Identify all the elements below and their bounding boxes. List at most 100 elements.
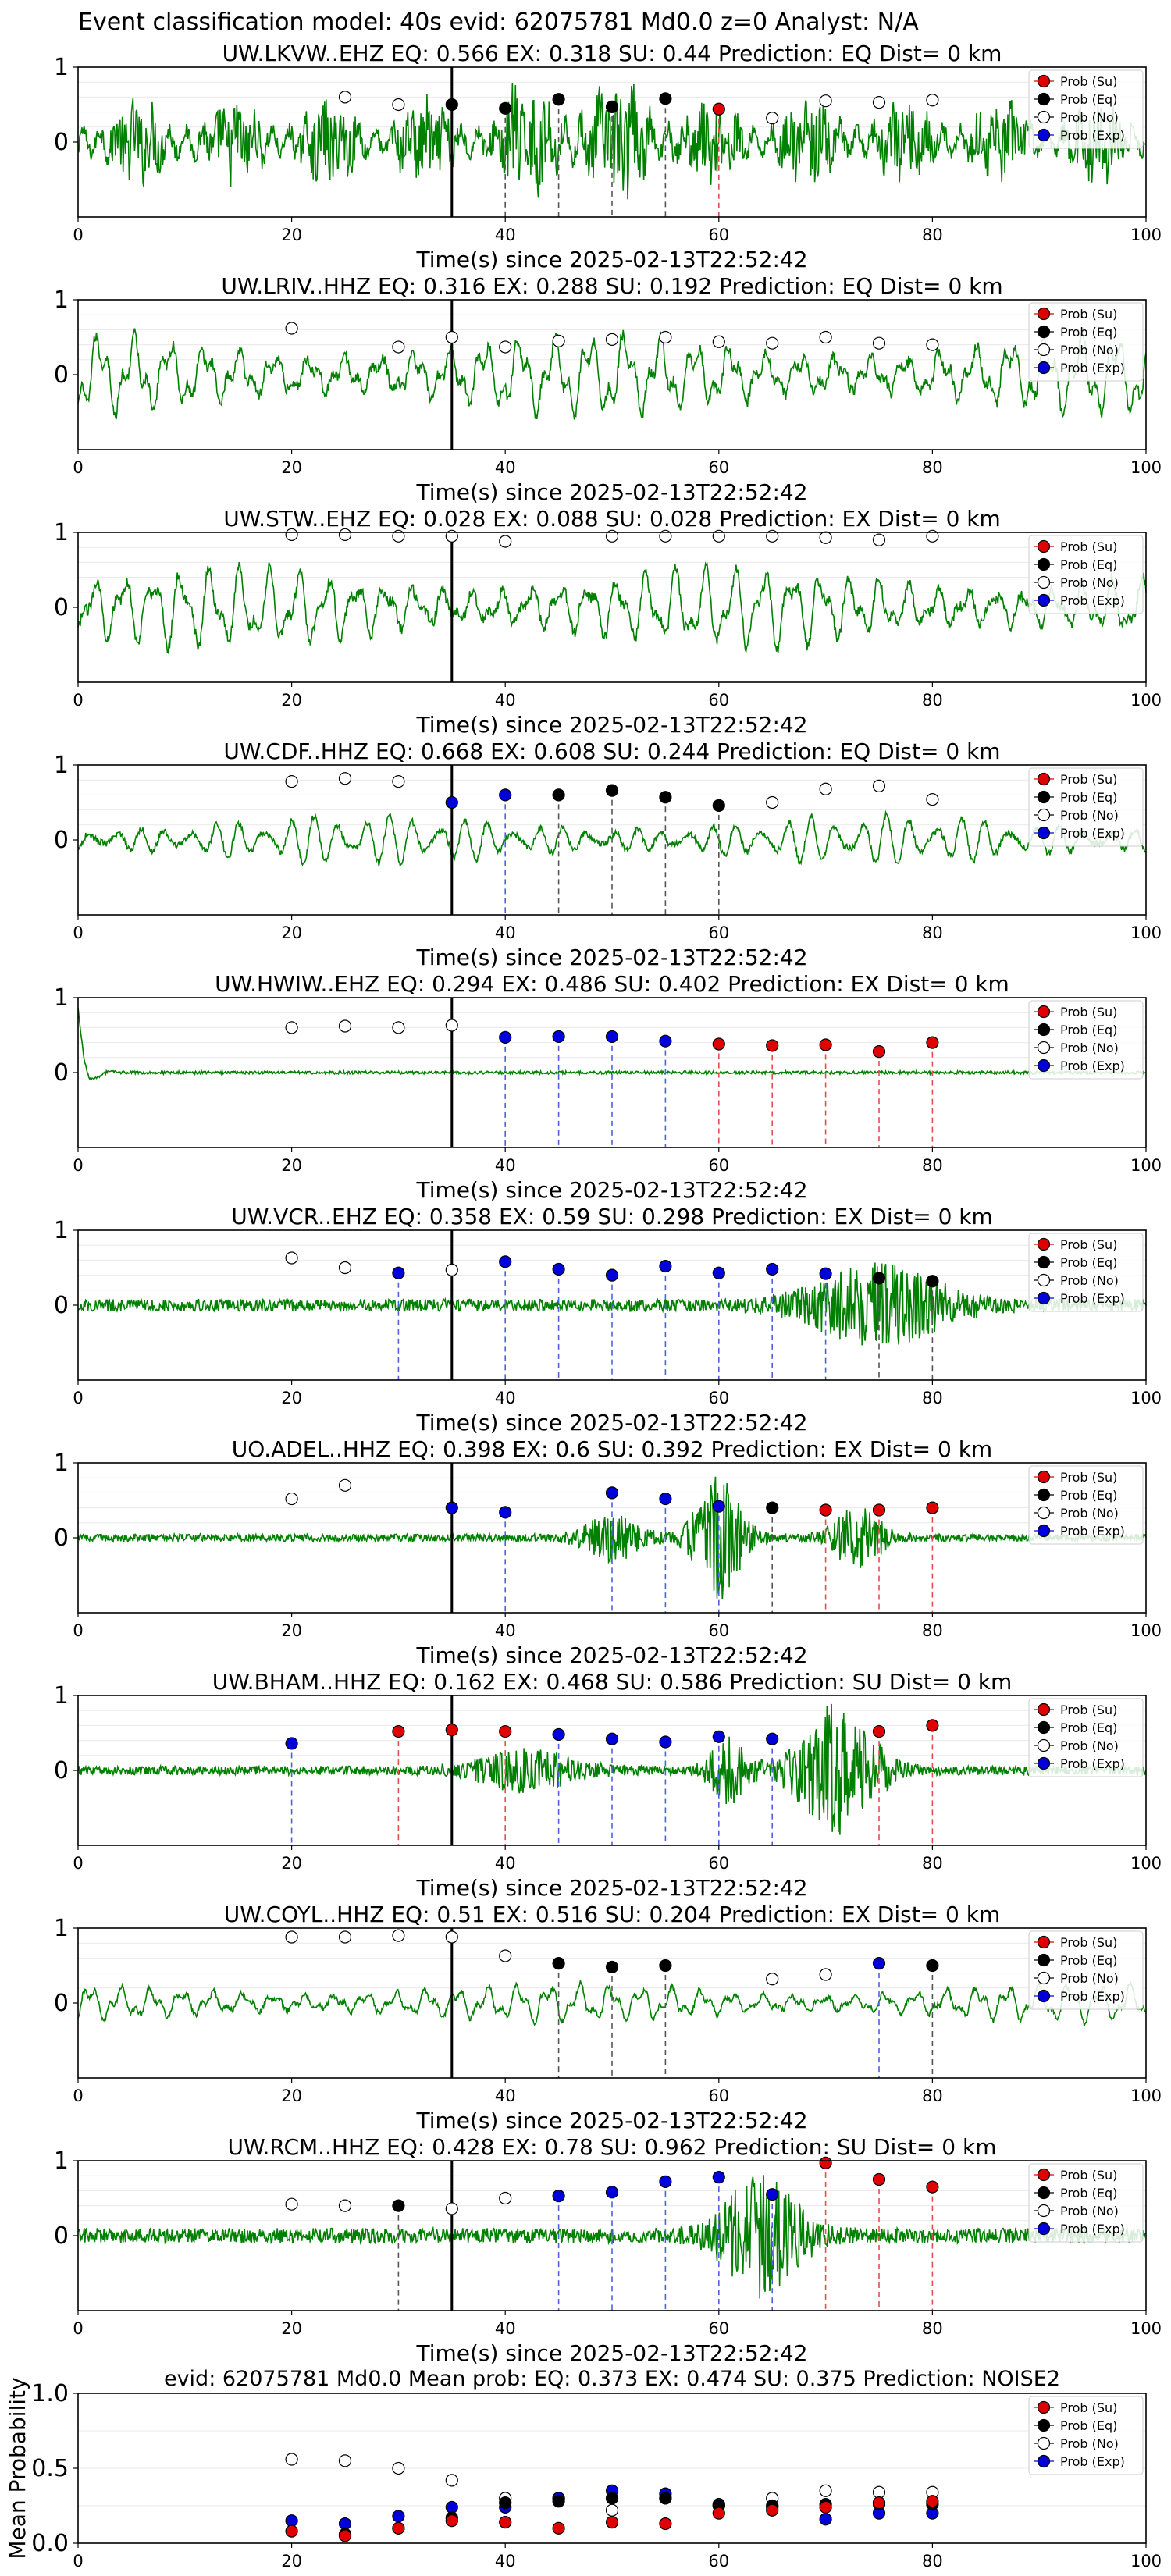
x-tick-label: 40 xyxy=(495,691,516,710)
legend-marker-su xyxy=(1037,539,1051,553)
prob-marker-no xyxy=(926,529,939,543)
y-tick-label: 0 xyxy=(54,1757,69,1784)
mean-marker-su xyxy=(605,2516,619,2529)
legend-marker-su xyxy=(1037,2400,1051,2414)
x-tick-label: 80 xyxy=(922,1156,943,1175)
x-tick-label: 100 xyxy=(1130,226,1162,244)
legend-box xyxy=(1028,2396,1144,2475)
prob-marker-su xyxy=(392,1724,405,1738)
y-tick-label: 0 xyxy=(54,1990,69,2017)
legend-label-exp: Prob (Exp) xyxy=(1060,2454,1125,2469)
x-axis-label: Time(s) since 2025-02-13T22:52:42 xyxy=(415,2340,807,2366)
prob-marker-exp xyxy=(499,1030,512,1044)
legend-box xyxy=(1028,535,1144,614)
mean-marker-eq xyxy=(659,2492,672,2505)
legend-marker-su xyxy=(1037,1470,1051,1484)
prob-marker-no xyxy=(445,1019,458,1032)
prob-marker-exp xyxy=(445,795,458,809)
prob-marker-eq xyxy=(659,1959,672,1973)
legend-marker-eq xyxy=(1037,325,1051,339)
legend-marker-eq xyxy=(1037,2186,1051,2200)
x-tick-label: 0 xyxy=(73,2087,83,2105)
prob-marker-no xyxy=(926,94,939,107)
legend-box xyxy=(1028,69,1144,149)
x-tick-label: 100 xyxy=(1130,458,1162,477)
mean-marker-su xyxy=(445,2514,458,2528)
x-tick-label: 60 xyxy=(708,923,729,942)
prob-marker-su xyxy=(819,1503,832,1517)
mean-marker-eq xyxy=(499,2496,512,2510)
x-tick-label: 20 xyxy=(281,1389,302,1407)
prob-marker-no xyxy=(338,1261,352,1275)
legend-label-exp: Prob (Exp) xyxy=(1060,1059,1125,1073)
prob-marker-eq xyxy=(766,1501,779,1514)
legend-box xyxy=(1028,767,1144,847)
prob-marker-su xyxy=(712,1037,725,1051)
prob-marker-exp xyxy=(712,1500,725,1513)
x-tick-label: 100 xyxy=(1130,1854,1162,1873)
x-tick-label: 20 xyxy=(281,691,302,710)
panel-title: UW.LRIV..HHZ EQ: 0.316 EX: 0.288 SU: 0.1… xyxy=(221,273,1002,299)
mean-marker-su xyxy=(766,2503,779,2517)
legend-label-eq: Prob (Eq) xyxy=(1060,1720,1117,1735)
legend-label-su: Prob (Su) xyxy=(1060,74,1117,89)
x-tick-label: 60 xyxy=(708,226,729,244)
prob-marker-su xyxy=(926,1036,939,1049)
legend-marker-exp xyxy=(1037,1756,1051,1770)
mean-marker-no xyxy=(872,2485,886,2499)
prob-marker-exp xyxy=(872,1957,886,1970)
mean-marker-exp xyxy=(819,2513,832,2526)
panel-title: UW.LKVW..EHZ EQ: 0.566 EX: 0.318 SU: 0.4… xyxy=(222,41,1002,66)
prob-marker-no xyxy=(605,333,619,346)
legend: Prob (Su) Prob (Eq) Prob (No) Prob (Exp) xyxy=(1028,1930,1144,2010)
waveform-panel-7: UO.ADEL..HHZ EQ: 0.398 EX: 0.6 SU: 0.392… xyxy=(54,1436,1162,1668)
waveform-panel-8: UW.BHAM..HHZ EQ: 0.162 EX: 0.468 SU: 0.5… xyxy=(54,1669,1162,1901)
seismic-trace xyxy=(77,1007,1147,1082)
prob-marker-no xyxy=(872,336,886,350)
mean-marker-su xyxy=(285,2524,298,2538)
prob-marker-no xyxy=(445,330,458,344)
legend-box xyxy=(1028,2163,1144,2243)
legend-label-no: Prob (No) xyxy=(1060,1041,1119,1055)
x-tick-label: 80 xyxy=(922,691,943,710)
legend-marker-su xyxy=(1037,74,1051,88)
prob-marker-eq xyxy=(712,799,725,812)
x-tick-label: 60 xyxy=(708,691,729,710)
waveform-panel-4: UW.CDF..HHZ EQ: 0.668 EX: 0.608 SU: 0.24… xyxy=(54,738,1162,970)
legend-marker-eq xyxy=(1037,790,1051,804)
legend-label-su: Prob (Su) xyxy=(1060,2168,1117,2183)
x-axis-label: Time(s) since 2025-02-13T22:52:42 xyxy=(415,1410,807,1436)
legend-marker-su xyxy=(1037,1005,1051,1019)
legend-marker-su xyxy=(1037,772,1051,786)
prob-marker-eq xyxy=(552,788,565,802)
legend-label-su: Prob (Su) xyxy=(1060,1470,1117,1485)
y-axis-label: Mean Probability xyxy=(5,2377,30,2559)
legend-label-su: Prob (Su) xyxy=(1060,1237,1117,1252)
legend-marker-exp xyxy=(1037,593,1051,607)
x-tick-label: 100 xyxy=(1130,923,1162,942)
legend-label-eq: Prob (Eq) xyxy=(1060,92,1117,107)
prob-marker-no xyxy=(819,94,832,108)
x-tick-label: 60 xyxy=(708,1156,729,1175)
legend-label-no: Prob (No) xyxy=(1060,1971,1119,1986)
mean-marker-exp xyxy=(338,2517,352,2531)
prob-marker-no xyxy=(499,1949,512,1962)
prob-marker-exp xyxy=(499,788,512,802)
legend-label-exp: Prob (Exp) xyxy=(1060,1524,1125,1539)
legend-label-exp: Prob (Exp) xyxy=(1060,593,1125,608)
mean-marker-exp xyxy=(445,2500,458,2514)
legend-label-no: Prob (No) xyxy=(1060,575,1119,590)
prob-marker-exp xyxy=(499,1255,512,1268)
prob-marker-no xyxy=(338,772,352,785)
legend-label-eq: Prob (Eq) xyxy=(1060,1953,1117,1968)
prob-marker-exp xyxy=(659,1034,672,1048)
legend-marker-no xyxy=(1037,2204,1051,2218)
prob-marker-exp xyxy=(712,1730,725,1743)
legend: Prob (Su) Prob (Eq) Prob (No) Prob (Exp) xyxy=(1028,1698,1144,1777)
prob-marker-eq xyxy=(659,791,672,804)
legend: Prob (Su) Prob (Eq) Prob (No) Prob (Exp) xyxy=(1028,767,1144,847)
mean-marker-su xyxy=(926,2495,939,2508)
legend-label-su: Prob (Su) xyxy=(1060,1005,1117,1019)
legend-marker-su xyxy=(1037,307,1051,321)
